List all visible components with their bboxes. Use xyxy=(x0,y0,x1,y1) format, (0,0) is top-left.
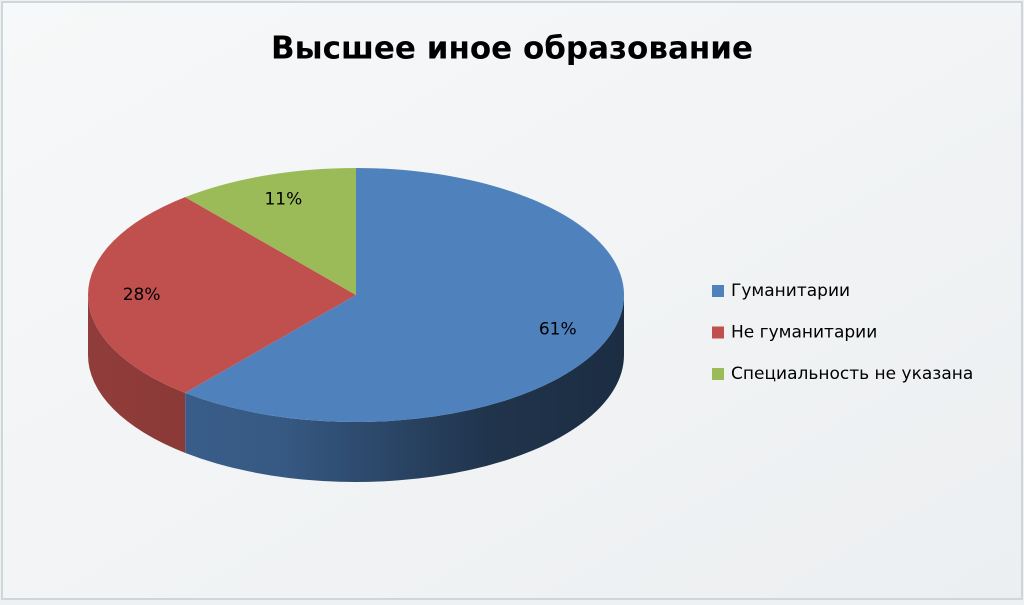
slice-side xyxy=(185,295,625,482)
slice xyxy=(87,197,357,393)
slice-top xyxy=(185,168,356,295)
legend-label: Не гуманитарии xyxy=(731,323,877,343)
slice-top xyxy=(87,197,357,393)
data-label: 61% xyxy=(539,319,577,339)
legend-swatch xyxy=(712,285,724,297)
legend-swatch xyxy=(712,326,724,339)
slice-top xyxy=(185,168,624,422)
legend-label: Гуманитарии xyxy=(731,281,850,301)
legend-swatch xyxy=(712,368,724,380)
legend-label: Специальность не указана xyxy=(731,364,973,384)
slice xyxy=(185,168,624,422)
chart-title: Высшее иное образование xyxy=(271,31,753,67)
data-label: 28% xyxy=(123,285,161,305)
slice xyxy=(185,168,356,295)
data-label: 11% xyxy=(264,189,302,209)
slice-side xyxy=(88,295,186,453)
